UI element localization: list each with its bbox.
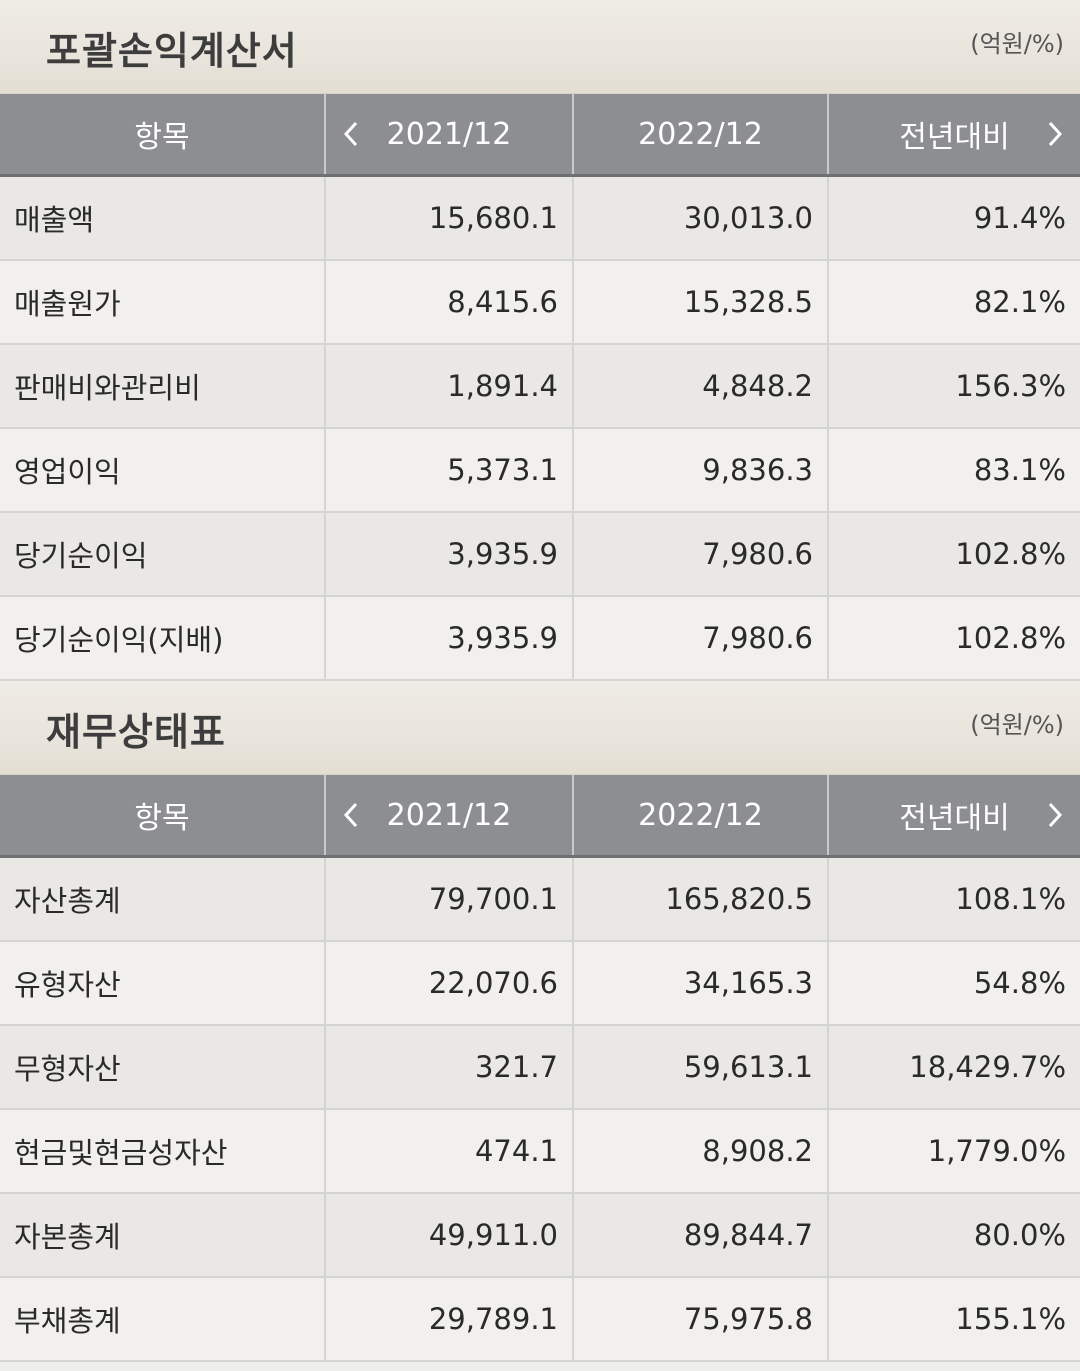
column-header-label: 항목 — [134, 801, 190, 836]
table-row: 영업이익 5,373.1 9,836.3 83.1% — [0, 428, 1080, 513]
row-label: 현금및현금성자산 — [0, 1109, 325, 1194]
cell-2021: 22,070.6 — [324, 941, 573, 1026]
income-statement-unit: (억원/%) — [970, 30, 1064, 58]
cell-2022: 9,836.3 — [572, 428, 828, 513]
cell-2022: 75,975.8 — [572, 1277, 828, 1362]
chevron-left-icon[interactable] — [336, 795, 366, 835]
cell-2022: 30,013.0 — [572, 175, 828, 261]
cell-2021: 3,935.9 — [324, 596, 573, 681]
table-row: 자산총계 79,700.1 165,820.5 108.1% — [0, 856, 1080, 942]
column-header-2022: 2022/12 — [572, 775, 828, 858]
row-label: 유형자산 — [0, 941, 325, 1026]
table-row: 부채총계 29,789.1 75,975.8 155.1% — [0, 1277, 1080, 1362]
table-row: 당기순이익 3,935.9 7,980.6 102.8% — [0, 512, 1080, 597]
table-row: 판매비와관리비 1,891.4 4,848.2 156.3% — [0, 344, 1080, 429]
cell-2021: 29,789.1 — [324, 1277, 573, 1362]
chevron-right-icon[interactable] — [1040, 795, 1070, 835]
cell-yoy: 155.1% — [827, 1277, 1080, 1362]
column-header-label: 전년대비 — [899, 120, 1010, 155]
cell-2022: 34,165.3 — [572, 941, 828, 1026]
column-header-item: 항목 — [0, 775, 325, 858]
row-label: 매출액 — [0, 175, 325, 261]
cell-2022: 165,820.5 — [572, 856, 828, 942]
balance-sheet-table: 항목 2021/12 2022/12 전년대비 자산총계 79,700.1 165,… — [0, 775, 1080, 1362]
cell-2021: 8,415.6 — [324, 260, 573, 345]
column-header-2022: 2022/12 — [572, 94, 828, 177]
cell-2021: 321.7 — [324, 1025, 573, 1110]
column-header-label: 2022/12 — [638, 116, 763, 152]
income-statement-title: 포괄손익계산서 — [46, 29, 298, 73]
income-statement-table: 항목 2021/12 2022/12 전년대비 매출액 15,680.1 30,01… — [0, 94, 1080, 681]
cell-yoy: 80.0% — [827, 1193, 1080, 1278]
table-row: 매출액 15,680.1 30,013.0 91.4% — [0, 175, 1080, 261]
cell-2022: 15,328.5 — [572, 260, 828, 345]
cell-2022: 4,848.2 — [572, 344, 828, 429]
cell-2021: 79,700.1 — [324, 856, 573, 942]
cell-2022: 7,980.6 — [572, 512, 828, 597]
cell-yoy: 18,429.7% — [827, 1025, 1080, 1110]
table-row: 당기순이익(지배) 3,935.9 7,980.6 102.8% — [0, 596, 1080, 681]
row-label: 무형자산 — [0, 1025, 325, 1110]
cell-yoy: 108.1% — [827, 856, 1080, 942]
row-label: 당기순이익 — [0, 512, 325, 597]
column-header-2021: 2021/12 — [324, 775, 573, 858]
row-label: 당기순이익(지배) — [0, 596, 325, 681]
column-header-label: 2022/12 — [638, 797, 763, 833]
table-row: 유형자산 22,070.6 34,165.3 54.8% — [0, 941, 1080, 1026]
table-header-row: 항목 2021/12 2022/12 전년대비 — [0, 94, 1080, 177]
cell-2022: 7,980.6 — [572, 596, 828, 681]
chevron-right-icon[interactable] — [1040, 114, 1070, 154]
row-label: 영업이익 — [0, 428, 325, 513]
cell-2022: 8,908.2 — [572, 1109, 828, 1194]
table-row: 무형자산 321.7 59,613.1 18,429.7% — [0, 1025, 1080, 1110]
row-label: 매출원가 — [0, 260, 325, 345]
cell-yoy: 82.1% — [827, 260, 1080, 345]
table-row: 자본총계 49,911.0 89,844.7 80.0% — [0, 1193, 1080, 1278]
cell-2021: 5,373.1 — [324, 428, 573, 513]
cell-yoy: 54.8% — [827, 941, 1080, 1026]
cell-2021: 1,891.4 — [324, 344, 573, 429]
cell-2022: 89,844.7 — [572, 1193, 828, 1278]
row-label: 부채총계 — [0, 1277, 325, 1362]
cell-2021: 49,911.0 — [324, 1193, 573, 1278]
column-header-yoy: 전년대비 — [827, 775, 1080, 858]
balance-sheet-header: 재무상태표 (억원/%) — [0, 681, 1080, 775]
column-header-yoy: 전년대비 — [827, 94, 1080, 177]
cell-yoy: 91.4% — [827, 175, 1080, 261]
cell-yoy: 83.1% — [827, 428, 1080, 513]
row-label: 자산총계 — [0, 856, 325, 942]
cell-yoy: 156.3% — [827, 344, 1080, 429]
column-header-item: 항목 — [0, 94, 325, 177]
column-header-label: 2021/12 — [386, 797, 512, 833]
cell-2021: 3,935.9 — [324, 512, 573, 597]
column-header-label: 항목 — [134, 120, 190, 155]
column-header-label: 2021/12 — [386, 116, 512, 152]
column-header-label: 전년대비 — [899, 801, 1010, 836]
balance-sheet-unit: (억원/%) — [970, 711, 1064, 739]
table-header-row: 항목 2021/12 2022/12 전년대비 — [0, 775, 1080, 858]
cell-yoy: 102.8% — [827, 596, 1080, 681]
row-label: 판매비와관리비 — [0, 344, 325, 429]
row-label: 자본총계 — [0, 1193, 325, 1278]
balance-sheet-title: 재무상태표 — [46, 710, 226, 754]
table-row: 매출원가 8,415.6 15,328.5 82.1% — [0, 260, 1080, 345]
cell-2022: 59,613.1 — [572, 1025, 828, 1110]
chevron-left-icon[interactable] — [336, 114, 366, 154]
income-statement-header: 포괄손익계산서 (억원/%) — [0, 0, 1080, 94]
column-header-2021: 2021/12 — [324, 94, 573, 177]
cell-2021: 15,680.1 — [324, 175, 573, 261]
cell-2021: 474.1 — [324, 1109, 573, 1194]
cell-yoy: 102.8% — [827, 512, 1080, 597]
cell-yoy: 1,779.0% — [827, 1109, 1080, 1194]
table-row: 현금및현금성자산 474.1 8,908.2 1,779.0% — [0, 1109, 1080, 1194]
